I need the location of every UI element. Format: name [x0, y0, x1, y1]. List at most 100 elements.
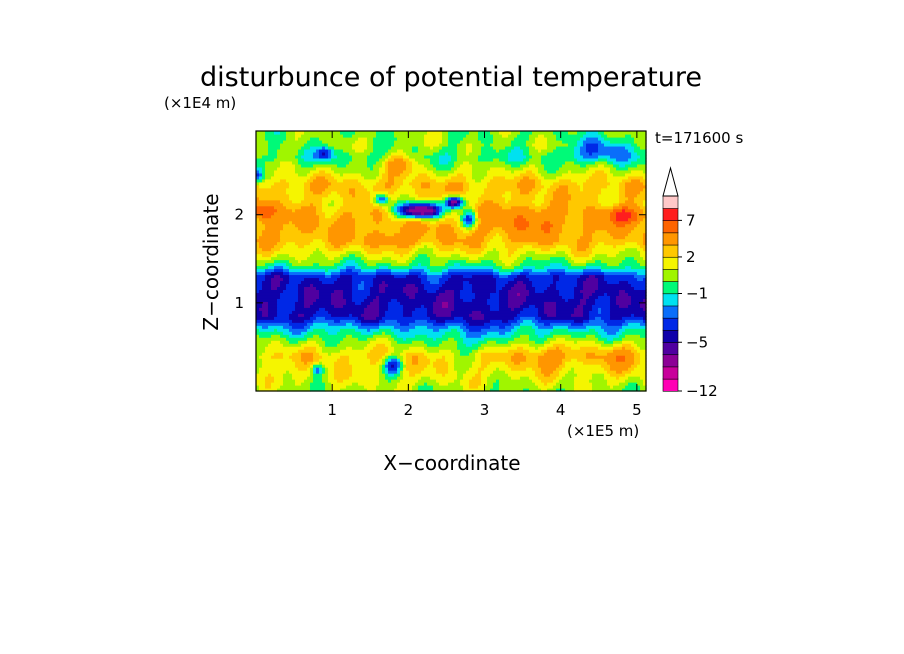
- field-cell: [622, 322, 629, 326]
- field-cell: [553, 274, 560, 279]
- field-cell: [619, 181, 626, 186]
- field-cell: [310, 283, 314, 287]
- field-cell: [304, 142, 329, 147]
- field-cell: [544, 382, 548, 386]
- field-cell: [601, 307, 611, 311]
- field-cell: [442, 131, 449, 135]
- field-cell: [481, 364, 488, 368]
- field-cell: [439, 157, 452, 162]
- colorbar-segment: [662, 341, 679, 356]
- field-cell: [379, 283, 389, 287]
- field-cell: [331, 298, 347, 302]
- field-cell: [376, 193, 386, 198]
- field-cell: [436, 211, 440, 216]
- field-cell: [262, 301, 269, 305]
- field-cell: [496, 340, 509, 344]
- field-cell: [295, 361, 305, 365]
- field-cell: [289, 220, 293, 225]
- field-cell: [397, 376, 404, 380]
- field-cell: [619, 289, 626, 293]
- field-cell: [634, 346, 641, 350]
- field-cell: [535, 373, 545, 377]
- field-cell: [460, 352, 470, 356]
- field-cell: [385, 196, 389, 201]
- field-cell: [415, 196, 443, 201]
- field-cell: [622, 388, 641, 392]
- colorbar-segment: [662, 256, 679, 270]
- field-cell: [289, 259, 299, 264]
- field-cell: [259, 172, 263, 177]
- field-cell: [310, 316, 317, 320]
- field-cell: [388, 358, 392, 362]
- field-cell: [460, 202, 464, 207]
- field-cell: [382, 214, 389, 219]
- field-cell: [283, 331, 293, 335]
- field-cell: [526, 283, 533, 287]
- field-cell: [466, 334, 482, 338]
- field-cell: [604, 367, 611, 371]
- field-cell: [343, 295, 353, 299]
- field-cell: [385, 373, 389, 377]
- field-cell: [394, 337, 404, 341]
- field-cell: [313, 163, 338, 168]
- field-cell: [370, 340, 392, 344]
- field-cell: [259, 307, 269, 311]
- field-cell: [268, 373, 272, 377]
- field-cell: [451, 211, 458, 216]
- field-cell: [394, 133, 425, 138]
- field-cell: [445, 358, 455, 362]
- field-cell: [265, 223, 284, 228]
- field-cell: [526, 250, 536, 255]
- field-cell: [556, 133, 584, 138]
- field-cell: [574, 340, 578, 344]
- field-cell: [379, 178, 389, 183]
- field-cell: [403, 211, 407, 216]
- field-cell: [322, 337, 344, 341]
- field-cell: [442, 214, 446, 219]
- field-cell: [631, 151, 638, 156]
- field-cell: [286, 241, 296, 246]
- field-cell: [478, 154, 509, 159]
- field-cell: [469, 202, 476, 207]
- field-cell: [517, 328, 536, 332]
- field-cell: [421, 304, 425, 308]
- field-cell: [508, 157, 524, 162]
- field-cell: [337, 343, 368, 347]
- field-cell: [499, 298, 509, 302]
- field-cell: [334, 151, 350, 156]
- field-cell: [628, 367, 635, 371]
- field-cell: [472, 145, 482, 150]
- field-cell: [571, 346, 581, 350]
- field-cell: [574, 253, 590, 258]
- field-cell: [586, 136, 599, 141]
- field-cell: [358, 382, 380, 386]
- field-cell: [256, 385, 260, 389]
- field-cell: [376, 337, 389, 341]
- field-cell: [319, 343, 326, 347]
- field-cell: [382, 280, 386, 285]
- field-cell: [454, 247, 461, 252]
- field-cell: [529, 151, 548, 156]
- field-cell: [640, 253, 647, 258]
- field-cell: [277, 304, 296, 308]
- field-cell: [397, 148, 404, 153]
- field-cell: [631, 154, 641, 159]
- field-cell: [628, 280, 647, 285]
- field-cell: [481, 148, 497, 153]
- field-cell: [595, 274, 605, 279]
- field-cell: [262, 220, 290, 225]
- field-cell: [523, 307, 539, 311]
- field-cell: [490, 307, 500, 311]
- field-cell: [274, 274, 281, 279]
- field-cell: [544, 193, 554, 198]
- field-cell: [607, 322, 623, 326]
- field-cell: [457, 232, 473, 237]
- field-cell: [271, 214, 320, 219]
- field-cell: [544, 199, 551, 204]
- field-cell: [601, 316, 611, 320]
- field-cell: [406, 259, 413, 264]
- field-cell: [448, 259, 467, 264]
- field-cell: [397, 319, 416, 323]
- field-cell: [448, 139, 461, 144]
- field-cell: [508, 295, 527, 299]
